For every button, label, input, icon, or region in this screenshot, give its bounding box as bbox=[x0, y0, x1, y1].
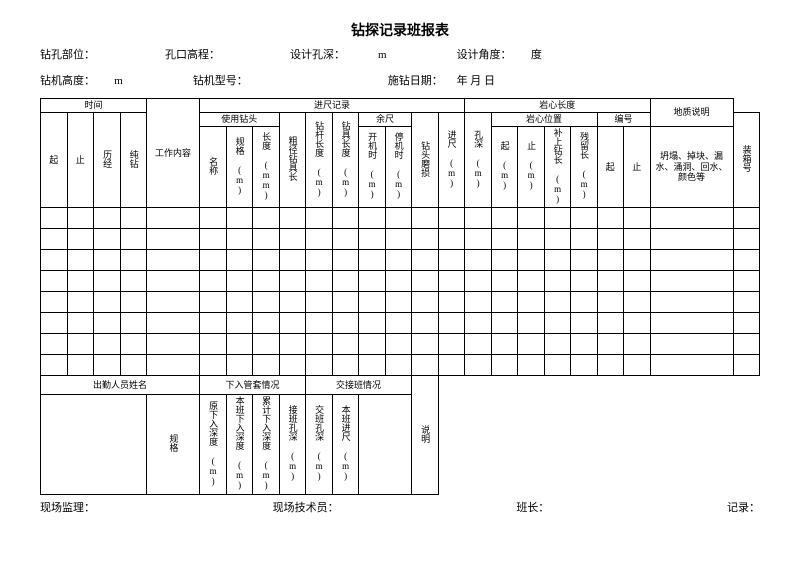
f-leader: 班长： bbox=[516, 499, 549, 515]
s2-staff-cell bbox=[41, 395, 147, 495]
h-spec: 规格 (m) bbox=[226, 126, 253, 208]
h-zhi: 止 bbox=[67, 112, 94, 208]
s2-staff: 出勤人员姓名 bbox=[41, 376, 200, 395]
h-tool: 钻具长度 (m) bbox=[332, 112, 359, 208]
footer: 现场监理： 现场技术员： 班长： 记录： bbox=[40, 499, 760, 515]
f-tech: 现场技术员： bbox=[273, 499, 339, 515]
s2-note: 说明 bbox=[412, 376, 439, 495]
info-row-1: 钻孔部位： 孔口高程： 设计孔深： m 设计角度： 度 bbox=[40, 46, 760, 62]
h-geo: 地质说明 bbox=[650, 99, 733, 127]
h-qi: 起 bbox=[41, 112, 68, 208]
s2-recv: 接班孔深 (m) bbox=[279, 395, 306, 495]
h-name: 名称 bbox=[200, 126, 227, 208]
h-chun: 纯钻 bbox=[120, 112, 147, 208]
h-geo-desc: 坍塌、掉块、漏水、涌洞、回水、颜色等 bbox=[650, 126, 733, 208]
label-rig-height: 钻机高度： m bbox=[40, 72, 123, 88]
s2-blank bbox=[438, 376, 760, 495]
h-li: 历经 bbox=[94, 112, 121, 208]
h-kaiji: 开机时 (m) bbox=[359, 126, 386, 208]
h-remain: 余尺 bbox=[359, 112, 412, 126]
h-tingji: 停机时 (m) bbox=[385, 126, 412, 208]
label-depth: 设计孔深： m bbox=[290, 46, 387, 62]
label-elev: 孔口高程： bbox=[165, 46, 220, 62]
s2-casing: 下入管套情况 bbox=[200, 376, 306, 395]
h-rod: 钻杆长度 (m) bbox=[306, 112, 333, 208]
s2-orig: 原下入深度 (m) bbox=[200, 395, 227, 495]
s2-hand: 交班孔深 (m) bbox=[306, 395, 333, 495]
label-date: 施钻日期： 年 月 日 bbox=[388, 72, 495, 88]
h-bushang: 补上钻长 (m) bbox=[544, 126, 571, 208]
h-progress: 进尺记录 bbox=[200, 99, 465, 113]
h-cu: 粗径钻具长 bbox=[279, 112, 306, 208]
h-kongshen: 孔深 (m) bbox=[465, 112, 492, 208]
s2-handover: 交接班情况 bbox=[306, 376, 412, 395]
h-zhi2: 止 (m) bbox=[518, 126, 545, 208]
h-corepos: 岩心位置 bbox=[491, 112, 597, 126]
h-zhi3: 止 bbox=[624, 126, 651, 208]
h-time: 时间 bbox=[41, 99, 147, 113]
f-supervisor: 现场监理： bbox=[40, 499, 95, 515]
label-rig-model: 钻机型号： bbox=[193, 72, 248, 88]
s2-prog: 本班进尺 (m) bbox=[332, 395, 359, 495]
h-qi3: 起 bbox=[597, 126, 624, 208]
h-qi2: 起 (m) bbox=[491, 126, 518, 208]
h-work: 工作内容 bbox=[147, 99, 200, 208]
s2-this: 本班下入深度 (m) bbox=[226, 395, 253, 495]
info-row-2: 钻机高度： m 钻机型号： 施钻日期： 年 月 日 bbox=[40, 72, 760, 88]
s2-note-cell bbox=[359, 395, 412, 495]
label-hole-pos: 钻孔部位： bbox=[40, 46, 95, 62]
label-angle: 设计角度： 度 bbox=[457, 46, 542, 62]
h-mosun: 钻头磨损 bbox=[412, 112, 439, 208]
h-core: 岩心长度 bbox=[465, 99, 651, 113]
h-num: 编号 bbox=[597, 112, 650, 126]
h-drill: 使用钻头 bbox=[200, 112, 280, 126]
s2-total: 累计下入深度 (m) bbox=[253, 395, 280, 495]
s2-spec: 规格 bbox=[147, 395, 200, 495]
title: 钻探记录班报表 bbox=[40, 20, 760, 40]
h-box: 装箱号 bbox=[733, 112, 760, 208]
main-table: 时间 工作内容 进尺记录 岩心长度 地质说明 起 止 历经 纯钻 使用钻头 粗径… bbox=[40, 98, 760, 495]
h-canliu: 残留长 (m) bbox=[571, 126, 598, 208]
f-record: 记录： bbox=[727, 499, 760, 515]
h-jinchi: 进尺 (m) bbox=[438, 112, 465, 208]
h-len: 长度 (mm) bbox=[253, 126, 280, 208]
